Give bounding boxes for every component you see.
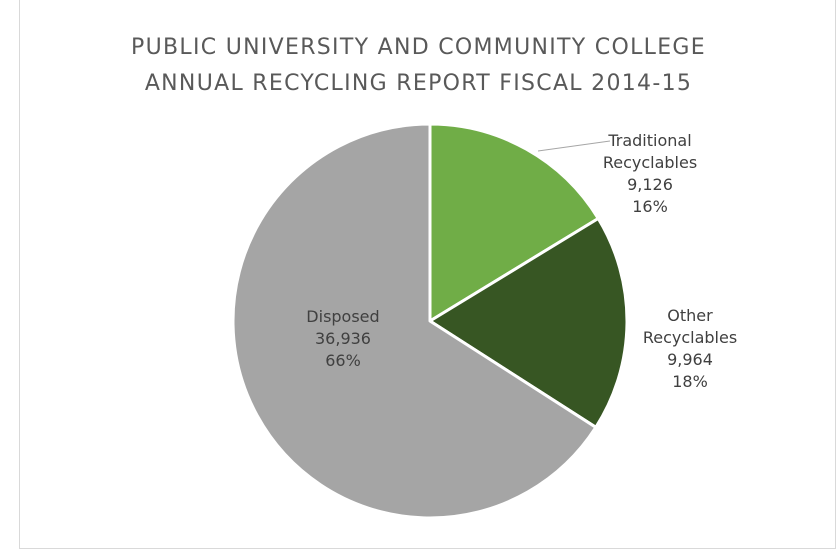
label-other-percent: 18% [672, 372, 708, 391]
label-traditional-recyclables: Traditional Recyclables 9,126 16% [565, 130, 735, 218]
leader-line-traditional-recyclables [537, 140, 611, 152]
chart-title: PUBLIC UNIVERSITY AND COMMUNITY COLLEGE … [0, 30, 837, 102]
label-other-name-2: Recyclables [642, 328, 738, 347]
label-other-recyclables: Other Recyclables 9,964 18% [610, 305, 770, 393]
label-traditional-name-2: Recyclables [602, 153, 698, 172]
slice-disposed [231, 122, 598, 520]
label-disposed-value: 36,936 [315, 329, 371, 348]
label-other-name-1: Other [667, 306, 713, 325]
label-disposed-name: Disposed [306, 307, 380, 326]
label-other-value: 9,964 [667, 350, 713, 369]
label-traditional-percent: 16% [632, 197, 668, 216]
chart-title-line-2: ANNUAL RECYCLING REPORT FISCAL 2014-15 [144, 71, 693, 96]
label-traditional-name-1: Traditional [608, 131, 692, 150]
slice-other-recyclables [428, 216, 629, 429]
chart-title-line-1: PUBLIC UNIVERSITY AND COMMUNITY COLLEGE [131, 35, 706, 60]
label-disposed-percent: 66% [325, 351, 361, 370]
label-disposed: Disposed 36,936 66% [278, 306, 408, 372]
slice-traditional-recyclables [428, 122, 600, 323]
label-traditional-value: 9,126 [627, 175, 673, 194]
